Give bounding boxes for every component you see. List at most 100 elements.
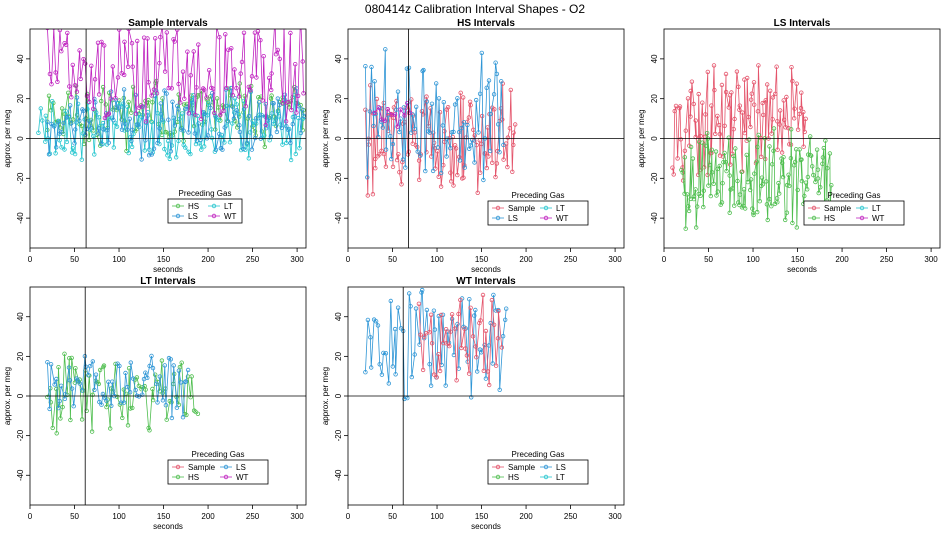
- data-point: [700, 140, 705, 145]
- data-point: [201, 144, 207, 149]
- data-point: [820, 161, 825, 166]
- legend-entry-ls: LS: [172, 212, 198, 221]
- data-point: [705, 130, 710, 136]
- data-point: [493, 308, 498, 313]
- data-point: [722, 150, 727, 156]
- data-point: [64, 114, 70, 120]
- data-point: [802, 129, 807, 135]
- data-point: [47, 71, 53, 77]
- data-point: [244, 140, 250, 146]
- data-point: [223, 32, 228, 37]
- data-point: [120, 415, 125, 421]
- data-point: [798, 105, 804, 111]
- data-point: [212, 110, 217, 116]
- data-point: [59, 145, 64, 150]
- data-point: [301, 113, 306, 118]
- data-point: [297, 145, 302, 151]
- data-point: [491, 322, 497, 327]
- data-point: [86, 137, 92, 143]
- data-point: [438, 312, 444, 318]
- data-point: [249, 74, 255, 79]
- data-point: [786, 172, 791, 177]
- data-point: [113, 95, 118, 101]
- data-point: [458, 297, 463, 303]
- data-point: [180, 69, 186, 74]
- data-point: [452, 326, 457, 331]
- y-tick-label: -40: [16, 212, 25, 224]
- data-point: [803, 180, 809, 185]
- data-point: [87, 99, 92, 105]
- data-point: [765, 82, 770, 87]
- data-point: [82, 61, 88, 66]
- data-point: [191, 49, 196, 54]
- data-point: [447, 343, 452, 349]
- data-point: [232, 118, 238, 124]
- data-point: [373, 156, 378, 162]
- data-point: [164, 417, 169, 422]
- x-tick-label: 150: [157, 512, 171, 521]
- data-point: [472, 313, 477, 318]
- data-point: [801, 144, 806, 149]
- legend-label: LS: [188, 212, 198, 221]
- data-point: [133, 92, 138, 98]
- data-point: [159, 358, 165, 363]
- legend-marker: [223, 464, 229, 470]
- data-point: [280, 100, 285, 106]
- data-point: [128, 406, 133, 411]
- data-point: [475, 190, 480, 195]
- data-point: [436, 96, 442, 101]
- data-point: [78, 76, 83, 82]
- data-point: [478, 170, 483, 175]
- x-tick-label: 300: [924, 255, 938, 264]
- data-point: [717, 153, 723, 158]
- data-point: [241, 30, 247, 35]
- data-point: [234, 85, 239, 91]
- data-point: [792, 106, 797, 111]
- legend-title: Preceding Gas: [512, 191, 565, 200]
- data-point: [714, 193, 719, 198]
- data-point: [405, 152, 411, 157]
- data-point: [74, 120, 79, 125]
- y-tick-label: -20: [334, 429, 343, 441]
- data-point: [484, 85, 489, 90]
- data-point: [277, 56, 282, 62]
- data-point: [754, 159, 759, 164]
- data-point: [467, 297, 472, 302]
- data-point: [801, 109, 806, 115]
- data-point: [413, 306, 419, 311]
- data-point: [106, 111, 112, 116]
- data-point: [145, 36, 150, 41]
- data-point: [497, 149, 502, 155]
- data-point: [436, 174, 441, 179]
- series-wt: [372, 100, 413, 129]
- data-point: [788, 155, 794, 161]
- data-point: [285, 99, 291, 105]
- x-tick-label: 0: [662, 255, 667, 264]
- data-point: [769, 203, 774, 209]
- data-point: [493, 174, 498, 180]
- data-point: [780, 160, 785, 166]
- y-tick-label: 40: [334, 54, 343, 63]
- data-point: [49, 121, 54, 127]
- legend-marker: [811, 205, 817, 211]
- data-point: [155, 400, 160, 405]
- data-point: [81, 57, 86, 62]
- data-point: [160, 117, 165, 122]
- data-point: [427, 362, 432, 367]
- data-point: [683, 128, 688, 133]
- data-point: [226, 86, 231, 91]
- data-point: [288, 30, 293, 36]
- data-point: [176, 138, 181, 144]
- legend-entry-hs: HS: [172, 202, 199, 211]
- data-point: [72, 141, 77, 146]
- data-point: [497, 387, 502, 392]
- data-point: [452, 102, 458, 107]
- data-point: [760, 100, 765, 106]
- y-tick-label: 20: [650, 94, 659, 103]
- data-point: [770, 117, 775, 122]
- data-point: [217, 35, 222, 40]
- series-ls: [363, 47, 506, 183]
- data-point: [709, 170, 715, 175]
- data-point: [743, 206, 748, 211]
- data-point: [473, 307, 478, 313]
